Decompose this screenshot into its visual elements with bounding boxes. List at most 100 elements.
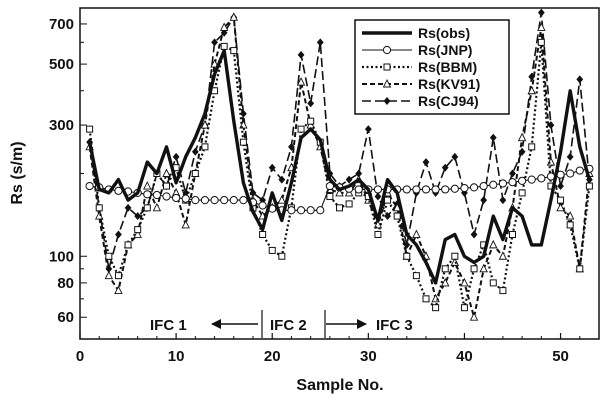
series-3 — [85, 12, 594, 321]
data-point — [124, 203, 132, 212]
data-point — [278, 252, 286, 260]
data-point — [306, 206, 315, 215]
data-point — [556, 202, 565, 212]
data-point — [479, 263, 488, 273]
legend-label: Rs(obs) — [418, 25, 470, 41]
series-layer — [85, 8, 594, 321]
data-point — [201, 143, 209, 151]
data-point — [489, 133, 497, 142]
y-tick-label: 500 — [49, 56, 74, 73]
data-point — [124, 241, 132, 249]
x-axis-ticks: 0 10 20 30 40 50 — [76, 333, 581, 365]
series-0 — [87, 48, 592, 285]
data-point — [162, 192, 171, 201]
data-point — [585, 182, 593, 190]
data-point — [537, 22, 546, 31]
data-point — [509, 169, 516, 178]
x-axis-title: Sample No. — [296, 377, 383, 394]
ifc-annotations: IFC 1 IFC 2 IFC 3 — [150, 310, 413, 338]
data-point — [412, 272, 420, 280]
y-tick-label: 700 — [49, 16, 74, 33]
data-point — [557, 182, 564, 191]
data-point — [460, 277, 469, 287]
data-point — [451, 252, 459, 260]
data-point — [450, 184, 459, 193]
data-point — [499, 287, 507, 295]
data-point — [297, 50, 305, 59]
data-point — [114, 285, 123, 295]
data-point — [364, 125, 372, 134]
data-point — [316, 38, 324, 47]
data-point — [441, 185, 450, 194]
data-point — [336, 204, 343, 212]
data-point — [373, 185, 383, 194]
data-point — [479, 181, 488, 191]
data-point — [335, 187, 344, 197]
data-point — [210, 59, 219, 68]
legend-marker — [382, 45, 392, 55]
data-point — [393, 212, 401, 220]
data-point — [402, 185, 411, 194]
data-point — [470, 265, 478, 273]
data-point — [239, 138, 247, 146]
x-tick-label: 30 — [360, 348, 377, 365]
data-point — [114, 272, 122, 280]
data-point — [489, 239, 498, 249]
data-point — [307, 99, 315, 108]
data-point — [134, 212, 142, 221]
data-point — [220, 196, 229, 205]
data-point — [498, 179, 507, 188]
data-point — [469, 312, 479, 321]
data-point — [296, 77, 306, 86]
data-point — [259, 230, 267, 238]
data-point — [537, 174, 546, 183]
data-point — [528, 143, 536, 151]
data-point — [181, 194, 190, 203]
legend-label: Rs(JNP) — [418, 42, 472, 58]
data-point — [200, 196, 210, 205]
data-point — [143, 204, 151, 212]
data-point — [403, 252, 411, 260]
ifc-1-label: IFC 1 — [150, 317, 187, 334]
data-point — [422, 158, 430, 167]
data-point — [537, 38, 545, 46]
y-tick-label: 100 — [49, 248, 74, 265]
data-point — [152, 202, 162, 212]
data-point — [220, 42, 228, 50]
legend: Rs(obs)Rs(JNP)Rs(BBM)Rs(KV91)Rs(CJ94) — [354, 19, 510, 115]
data-point — [191, 170, 199, 177]
data-point — [517, 132, 527, 142]
data-point — [162, 168, 171, 177]
y-axis-ticks: 60 80 100 300 500 700 — [49, 7, 87, 340]
data-point — [210, 196, 219, 205]
data-point — [384, 196, 392, 204]
data-point — [277, 195, 287, 204]
data-point — [354, 185, 363, 194]
data-point — [211, 38, 218, 47]
data-point — [326, 192, 334, 200]
data-point — [576, 75, 584, 84]
data-point — [566, 221, 574, 229]
data-point — [229, 196, 238, 205]
data-point — [451, 152, 459, 161]
legend-item: Rs(CJ94) — [362, 93, 479, 109]
data-point — [489, 180, 498, 189]
data-point — [239, 196, 248, 205]
data-point — [230, 47, 238, 55]
legend-label: Rs(CJ94) — [418, 93, 479, 109]
data-point — [440, 277, 450, 287]
data-point — [200, 120, 210, 129]
data-point — [181, 219, 190, 229]
y-tick-label: 300 — [49, 117, 74, 134]
x-tick-label: 40 — [456, 348, 473, 365]
data-point — [345, 175, 353, 184]
data-point — [278, 175, 286, 184]
ifc-3-label: IFC 3 — [376, 317, 413, 334]
data-point — [152, 190, 161, 200]
legend-label: Rs(KV91) — [418, 76, 480, 92]
data-point — [557, 196, 565, 204]
data-point — [105, 252, 113, 260]
data-point — [325, 181, 334, 191]
data-point — [412, 185, 421, 194]
